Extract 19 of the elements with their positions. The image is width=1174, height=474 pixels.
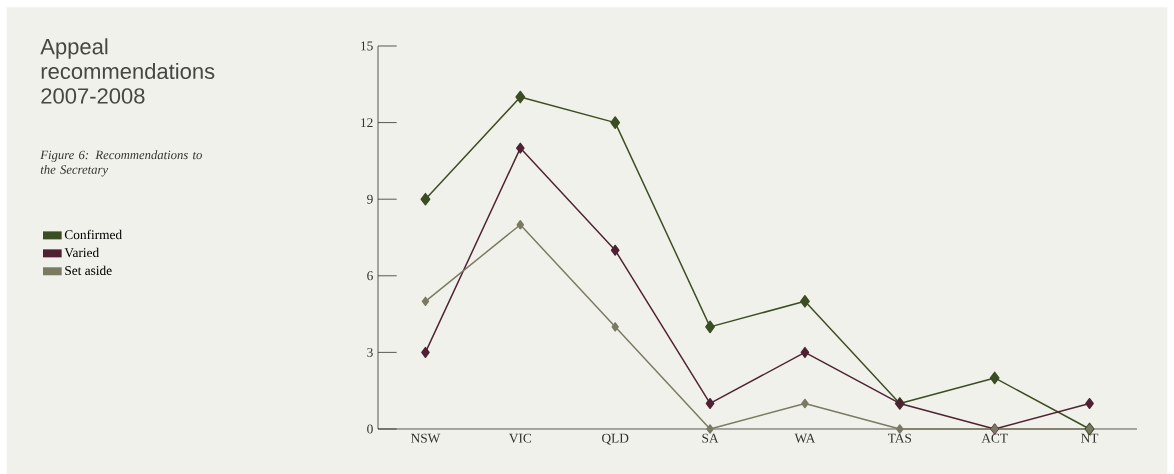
legend-label: Confirmed <box>64 229 122 240</box>
x-tick-label: VIC <box>508 433 532 443</box>
text: Appeal recommendations 2007-2008 <box>40 38 215 104</box>
y-tick-label: 9 <box>367 194 373 204</box>
x-tick-label: NT <box>1081 433 1099 443</box>
legend-label: Varied <box>64 247 99 258</box>
x-tick-label: QLD <box>602 433 629 445</box>
x-tick-label: NSW <box>411 433 441 443</box>
x-tick-label: ACT <box>981 433 1008 443</box>
text: Figure 6: Recommendations to the Secretary <box>40 150 202 177</box>
y-tick-label: 6 <box>367 271 373 281</box>
legend-label: Set aside <box>65 265 112 276</box>
y-tick-label: 15 <box>361 41 373 51</box>
x-tick-label: WA <box>794 433 816 443</box>
y-tick-label: 0 <box>367 424 373 434</box>
y-tick-label: 12 <box>361 118 373 128</box>
y-tick-label: 3 <box>367 347 373 357</box>
x-tick-label: TAS <box>887 433 912 443</box>
x-tick-label: SA <box>702 433 719 443</box>
